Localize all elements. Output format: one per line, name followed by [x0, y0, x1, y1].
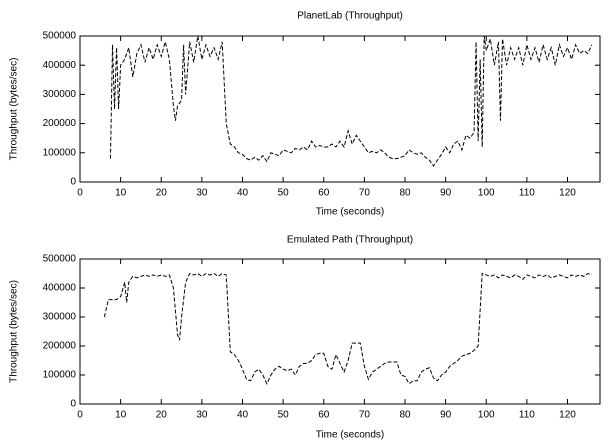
- x-axis-label: Time (seconds): [316, 430, 385, 441]
- y-tick-label: 500000: [43, 254, 77, 265]
- x-tick-label: 0: [77, 188, 83, 199]
- y-tick-label: 200000: [43, 341, 77, 352]
- x-tick-label: 40: [237, 188, 249, 199]
- x-tick-label: 70: [359, 410, 371, 421]
- x-tick-label: 120: [559, 410, 576, 421]
- x-tick-label: 80: [399, 188, 411, 199]
- x-tick-label: 110: [519, 410, 535, 421]
- x-tick-label: 100: [478, 188, 495, 199]
- x-axis-label: Time (seconds): [316, 207, 385, 218]
- x-tick-label: 120: [559, 188, 576, 199]
- x-tick-label: 40: [237, 410, 249, 421]
- x-tick-label: 50: [278, 410, 290, 421]
- x-tick-label: 60: [318, 188, 330, 199]
- chart-title: Emulated Path (Throughput): [287, 235, 413, 246]
- y-tick-label: 100000: [43, 370, 77, 381]
- x-tick-label: 60: [318, 410, 330, 421]
- x-tick-label: 110: [519, 188, 535, 199]
- x-tick-label: 70: [359, 188, 371, 199]
- plot-frame: [79, 258, 601, 405]
- x-tick-label: 100: [478, 410, 495, 421]
- y-tick-label: 0: [70, 399, 76, 410]
- x-tick-label: 10: [115, 410, 127, 421]
- x-tick-label: 10: [115, 188, 127, 199]
- data-line: [109, 35, 593, 167]
- x-tick-label: 30: [196, 188, 208, 199]
- y-tick-label: 300000: [43, 89, 77, 100]
- y-tick-label: 400000: [43, 283, 77, 294]
- x-tick-label: 50: [278, 188, 290, 199]
- y-axis-label: Throughput (bytes/sec): [9, 280, 20, 383]
- y-tick-label: 300000: [43, 312, 77, 323]
- y-tick-label: 500000: [43, 31, 77, 42]
- data-line: [103, 272, 593, 385]
- x-tick-label: 30: [196, 410, 208, 421]
- x-tick-label: 0: [77, 410, 83, 421]
- x-tick-label: 90: [440, 188, 452, 199]
- y-tick-label: 200000: [43, 118, 77, 129]
- plot-frame: [79, 35, 601, 183]
- y-tick-label: 0: [70, 177, 76, 188]
- x-tick-label: 20: [156, 410, 168, 421]
- y-tick-label: 400000: [43, 60, 77, 71]
- y-tick-label: 100000: [43, 147, 77, 158]
- x-tick-label: 80: [399, 410, 411, 421]
- chart-title: PlanetLab (Throughput): [297, 11, 403, 22]
- x-tick-label: 90: [440, 410, 452, 421]
- y-axis-label: Throughput (bytes/sec): [9, 58, 20, 161]
- x-tick-label: 20: [156, 188, 168, 199]
